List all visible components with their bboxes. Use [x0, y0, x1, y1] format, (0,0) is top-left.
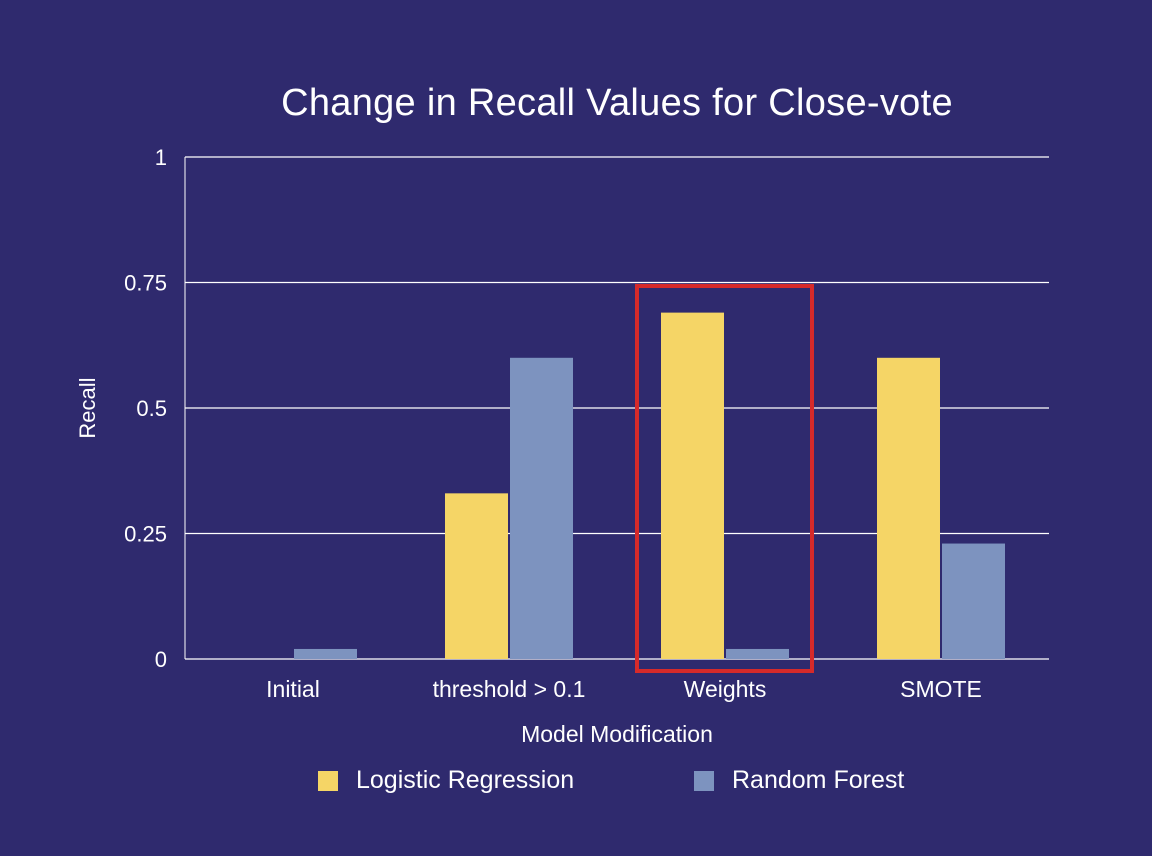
- y-tick-label: 0.25: [124, 522, 167, 547]
- x-tick-label: threshold > 0.1: [433, 676, 586, 702]
- chart-title: Change in Recall Values for Close-vote: [281, 82, 953, 124]
- x-axis-title: Model Modification: [521, 721, 713, 747]
- x-tick-label: Weights: [684, 676, 767, 702]
- legend-swatch-logistic-regression: [318, 770, 338, 791]
- bar-logistic-regression: [445, 493, 508, 659]
- y-tick-label: 0.5: [136, 396, 167, 421]
- y-axis-title: Recall: [75, 377, 100, 438]
- x-tick-label: Initial: [266, 676, 320, 702]
- legend-label-logistic-regression: Logistic Regression: [356, 766, 575, 794]
- bar-logistic-regression: [877, 357, 940, 659]
- legend-item-random-forest: Random Forest: [694, 766, 904, 795]
- y-tick-label: 0.75: [124, 271, 167, 296]
- legend-item-logistic-regression: Logistic Regression: [318, 766, 574, 795]
- legend-swatch-random-forest: [694, 770, 714, 791]
- legend: Logistic Regression Random Forest: [0, 766, 1152, 800]
- bar-random-forest: [510, 357, 573, 659]
- x-tick-label: SMOTE: [900, 676, 982, 702]
- bar-random-forest: [294, 648, 357, 659]
- highlight-box: [635, 284, 814, 673]
- bar-logistic-regression: [661, 312, 724, 659]
- bar-random-forest: [942, 543, 1005, 659]
- legend-label-random-forest: Random Forest: [732, 766, 905, 794]
- bar-random-forest: [726, 648, 789, 659]
- y-tick-label: 0: [155, 647, 167, 672]
- y-tick-label: 1: [155, 145, 167, 170]
